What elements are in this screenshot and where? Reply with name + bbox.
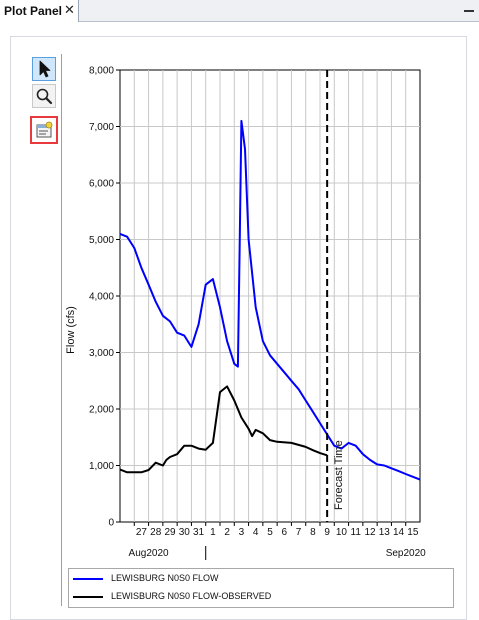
y-tick-label: 2,000 bbox=[89, 405, 114, 416]
flow-chart[interactable]: 0 1,000 2,000 3,000 4,000 5,000 6,000 7,000 8,00… bbox=[60, 54, 460, 564]
plot-toolbar bbox=[28, 54, 62, 606]
properties-icon bbox=[36, 121, 53, 138]
y-tick-label: 4,000 bbox=[89, 292, 114, 303]
plot-panel-tab[interactable]: Plot Panel ✕ bbox=[0, 0, 79, 22]
y-tick-label: 3,000 bbox=[89, 348, 114, 359]
series-line-flow bbox=[119, 119, 421, 481]
x-month-label: Sep2020 bbox=[386, 548, 426, 559]
x-tick-label: 31 bbox=[193, 527, 205, 538]
chart-legend: LEWISBURG N0S0 FLOW LEWISBURG N0S0 FLOW-… bbox=[68, 568, 454, 608]
x-tick-label: 2 bbox=[224, 527, 230, 538]
plot-panel-tab-title: Plot Panel bbox=[4, 4, 63, 18]
forecast-time-label: Forecast Time bbox=[333, 440, 345, 510]
x-tick-label: 13 bbox=[379, 527, 391, 538]
y-axis-label: Flow (cfs) bbox=[65, 306, 77, 354]
x-tick-label: 8 bbox=[310, 527, 316, 538]
select-tool-button[interactable] bbox=[32, 57, 56, 81]
x-tick-label: 27 bbox=[136, 527, 148, 538]
y-tick-label: 7,000 bbox=[89, 122, 114, 133]
legend-label-observed: LEWISBURG N0S0 FLOW-OBSERVED bbox=[111, 591, 272, 601]
x-tick-label: 10 bbox=[336, 527, 348, 538]
x-tick-label: 14 bbox=[393, 527, 405, 538]
panel-menu-icon[interactable] bbox=[463, 3, 475, 17]
x-tick-label: 12 bbox=[364, 527, 376, 538]
x-tick-label: 15 bbox=[407, 527, 419, 538]
plot-properties-button[interactable] bbox=[30, 116, 58, 144]
magnifier-icon bbox=[36, 88, 53, 105]
x-tick-label: 5 bbox=[267, 527, 273, 538]
y-tick-label: 1,000 bbox=[89, 461, 114, 472]
legend-swatch-flow bbox=[73, 578, 103, 580]
x-tick-label: 3 bbox=[239, 527, 245, 538]
series-line-observed bbox=[119, 385, 328, 474]
y-tick-label: 8,000 bbox=[89, 66, 114, 77]
zoom-tool-button[interactable] bbox=[32, 84, 56, 108]
arrow-pointer-icon bbox=[39, 60, 51, 78]
x-tick-label: 6 bbox=[282, 527, 288, 538]
x-tick-label: 1 bbox=[210, 527, 216, 538]
x-tick-label: 30 bbox=[179, 527, 191, 538]
x-tick-label: 29 bbox=[164, 527, 176, 538]
panel-tab-bar: Plot Panel ✕ bbox=[0, 0, 479, 22]
y-tick-label: 0 bbox=[108, 518, 114, 529]
y-tick-label: 6,000 bbox=[89, 179, 114, 190]
legend-swatch-observed bbox=[73, 596, 103, 598]
legend-label-flow: LEWISBURG N0S0 FLOW bbox=[111, 573, 219, 583]
x-tick-label: 28 bbox=[150, 527, 162, 538]
x-month-label: Aug2020 bbox=[129, 548, 169, 559]
x-tick-label: 4 bbox=[253, 527, 259, 538]
y-tick-label: 5,000 bbox=[89, 235, 114, 246]
x-tick-label: 11 bbox=[351, 527, 362, 538]
x-tick-label: 7 bbox=[296, 527, 302, 538]
close-icon[interactable]: ✕ bbox=[64, 2, 75, 17]
x-tick-label: 9 bbox=[324, 527, 330, 538]
